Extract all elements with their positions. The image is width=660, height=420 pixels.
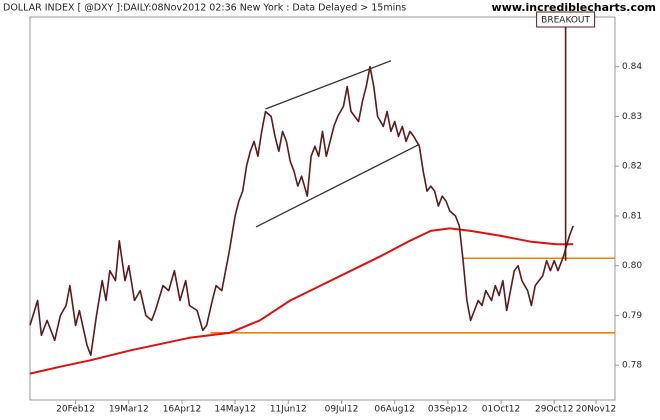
y-tick-label: 0.78	[622, 361, 642, 371]
x-tick-label: 16Apr12	[163, 405, 201, 415]
y-tick-label: 0.83	[622, 112, 642, 122]
y-tick-label: 0.82	[622, 162, 642, 172]
x-tick-label: 14May12	[214, 405, 256, 415]
x-tick-label: 11Jun12	[270, 405, 307, 415]
x-tick-label: 19Mar12	[109, 405, 149, 415]
y-tick-label: 0.79	[622, 311, 642, 321]
x-tick-label: 29Oct12	[535, 405, 573, 415]
y-tick-label: 0.84	[622, 62, 642, 72]
price-line	[29, 65, 574, 356]
x-tick-label: 09Jul12	[325, 405, 359, 415]
y-tick-label: 0.81	[622, 211, 642, 221]
x-tick-label: 20Feb12	[56, 405, 95, 415]
plot-frame	[29, 16, 616, 401]
price-line	[29, 227, 574, 375]
x-tick-label: 20Nov12	[576, 405, 616, 415]
breakout-box	[536, 11, 596, 28]
breakout-label: BREAKOUT	[541, 16, 590, 26]
channel-line	[255, 143, 420, 228]
channel-line	[265, 60, 392, 110]
x-tick-label: 06Aug12	[374, 405, 414, 415]
y-tick-label: 0.80	[622, 261, 642, 271]
x-tick-label: 03Sep12	[428, 405, 468, 415]
chart-title: DOLLAR INDEX [ @DXY ]:DAILY:08Nov2012 02…	[3, 3, 406, 14]
x-tick-label: 01Oct12	[482, 405, 520, 415]
watermark: www.incrediblecharts.com	[492, 1, 656, 14]
